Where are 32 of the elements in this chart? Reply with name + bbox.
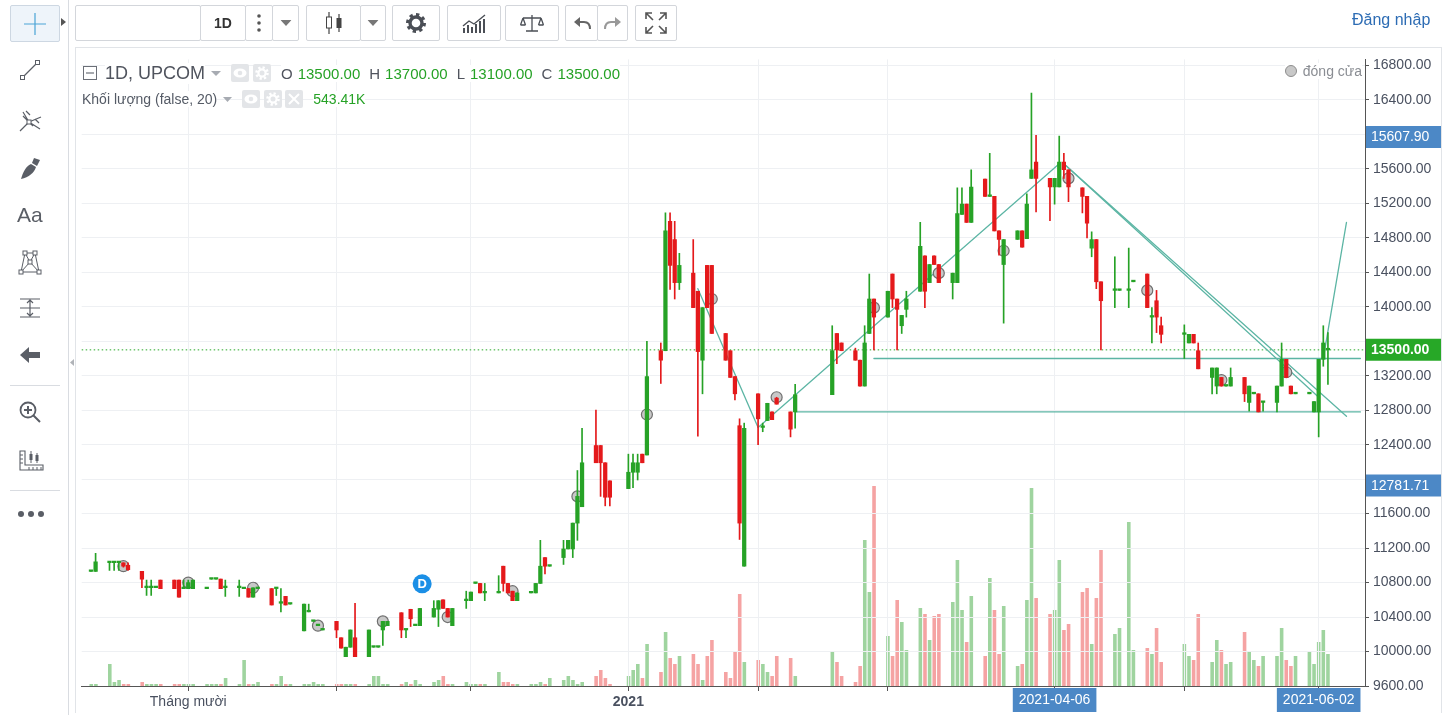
y-tick-label: 16800.00 <box>1373 56 1432 73</box>
text: Aa <box>17 203 43 227</box>
y-tick-label: 15200.00 <box>1373 194 1432 211</box>
ref-line-label: 13500.00 <box>1371 341 1430 358</box>
y-tick-label: 10800.00 <box>1373 573 1432 590</box>
y-tick-label: 16400.00 <box>1373 90 1432 107</box>
text: 12781.71 <box>1371 476 1430 493</box>
y-tick-label: 15600.00 <box>1373 159 1432 176</box>
y-tick-label: 10400.00 <box>1373 607 1432 624</box>
y-tick-label: 14000.00 <box>1373 297 1432 314</box>
toolbar-button: 1D <box>200 5 246 41</box>
x-tick-label: 2021 <box>612 693 645 710</box>
annotation: D <box>417 575 427 591</box>
y-tick-label: 12800.00 <box>1373 401 1432 418</box>
chart-subtitle: O 13500.00 H 13700.00 L 13100.00 C 13500.00 <box>281 64 621 82</box>
y-tick-label: 11200.00 <box>1373 538 1431 555</box>
annotation: 543.41K <box>313 91 366 107</box>
y-tick-label: 14800.00 <box>1373 228 1432 245</box>
legend-label: đóng cửa <box>1302 63 1362 79</box>
y-tick-label: 14400.00 <box>1373 263 1432 280</box>
y-tick-label: 11600.00 <box>1373 504 1431 521</box>
x-tick-label: 2021-06-02 <box>1282 691 1355 708</box>
y-tick-label: 12400.00 <box>1373 435 1432 452</box>
chart-title: 1D, UPCOM <box>105 62 206 84</box>
text: Đăng nhập <box>1352 11 1431 29</box>
text: 15607.90 <box>1371 128 1430 145</box>
chart-title: Khối lượng (false, 20) <box>82 91 218 107</box>
x-tick-label: Tháng mười <box>149 693 227 710</box>
y-tick-label: 9600.00 <box>1373 676 1424 693</box>
y-tick-label: 13200.00 <box>1373 366 1432 383</box>
y-tick-label: 10000.00 <box>1373 642 1432 659</box>
x-tick-label: 2021-04-06 <box>1018 691 1091 708</box>
